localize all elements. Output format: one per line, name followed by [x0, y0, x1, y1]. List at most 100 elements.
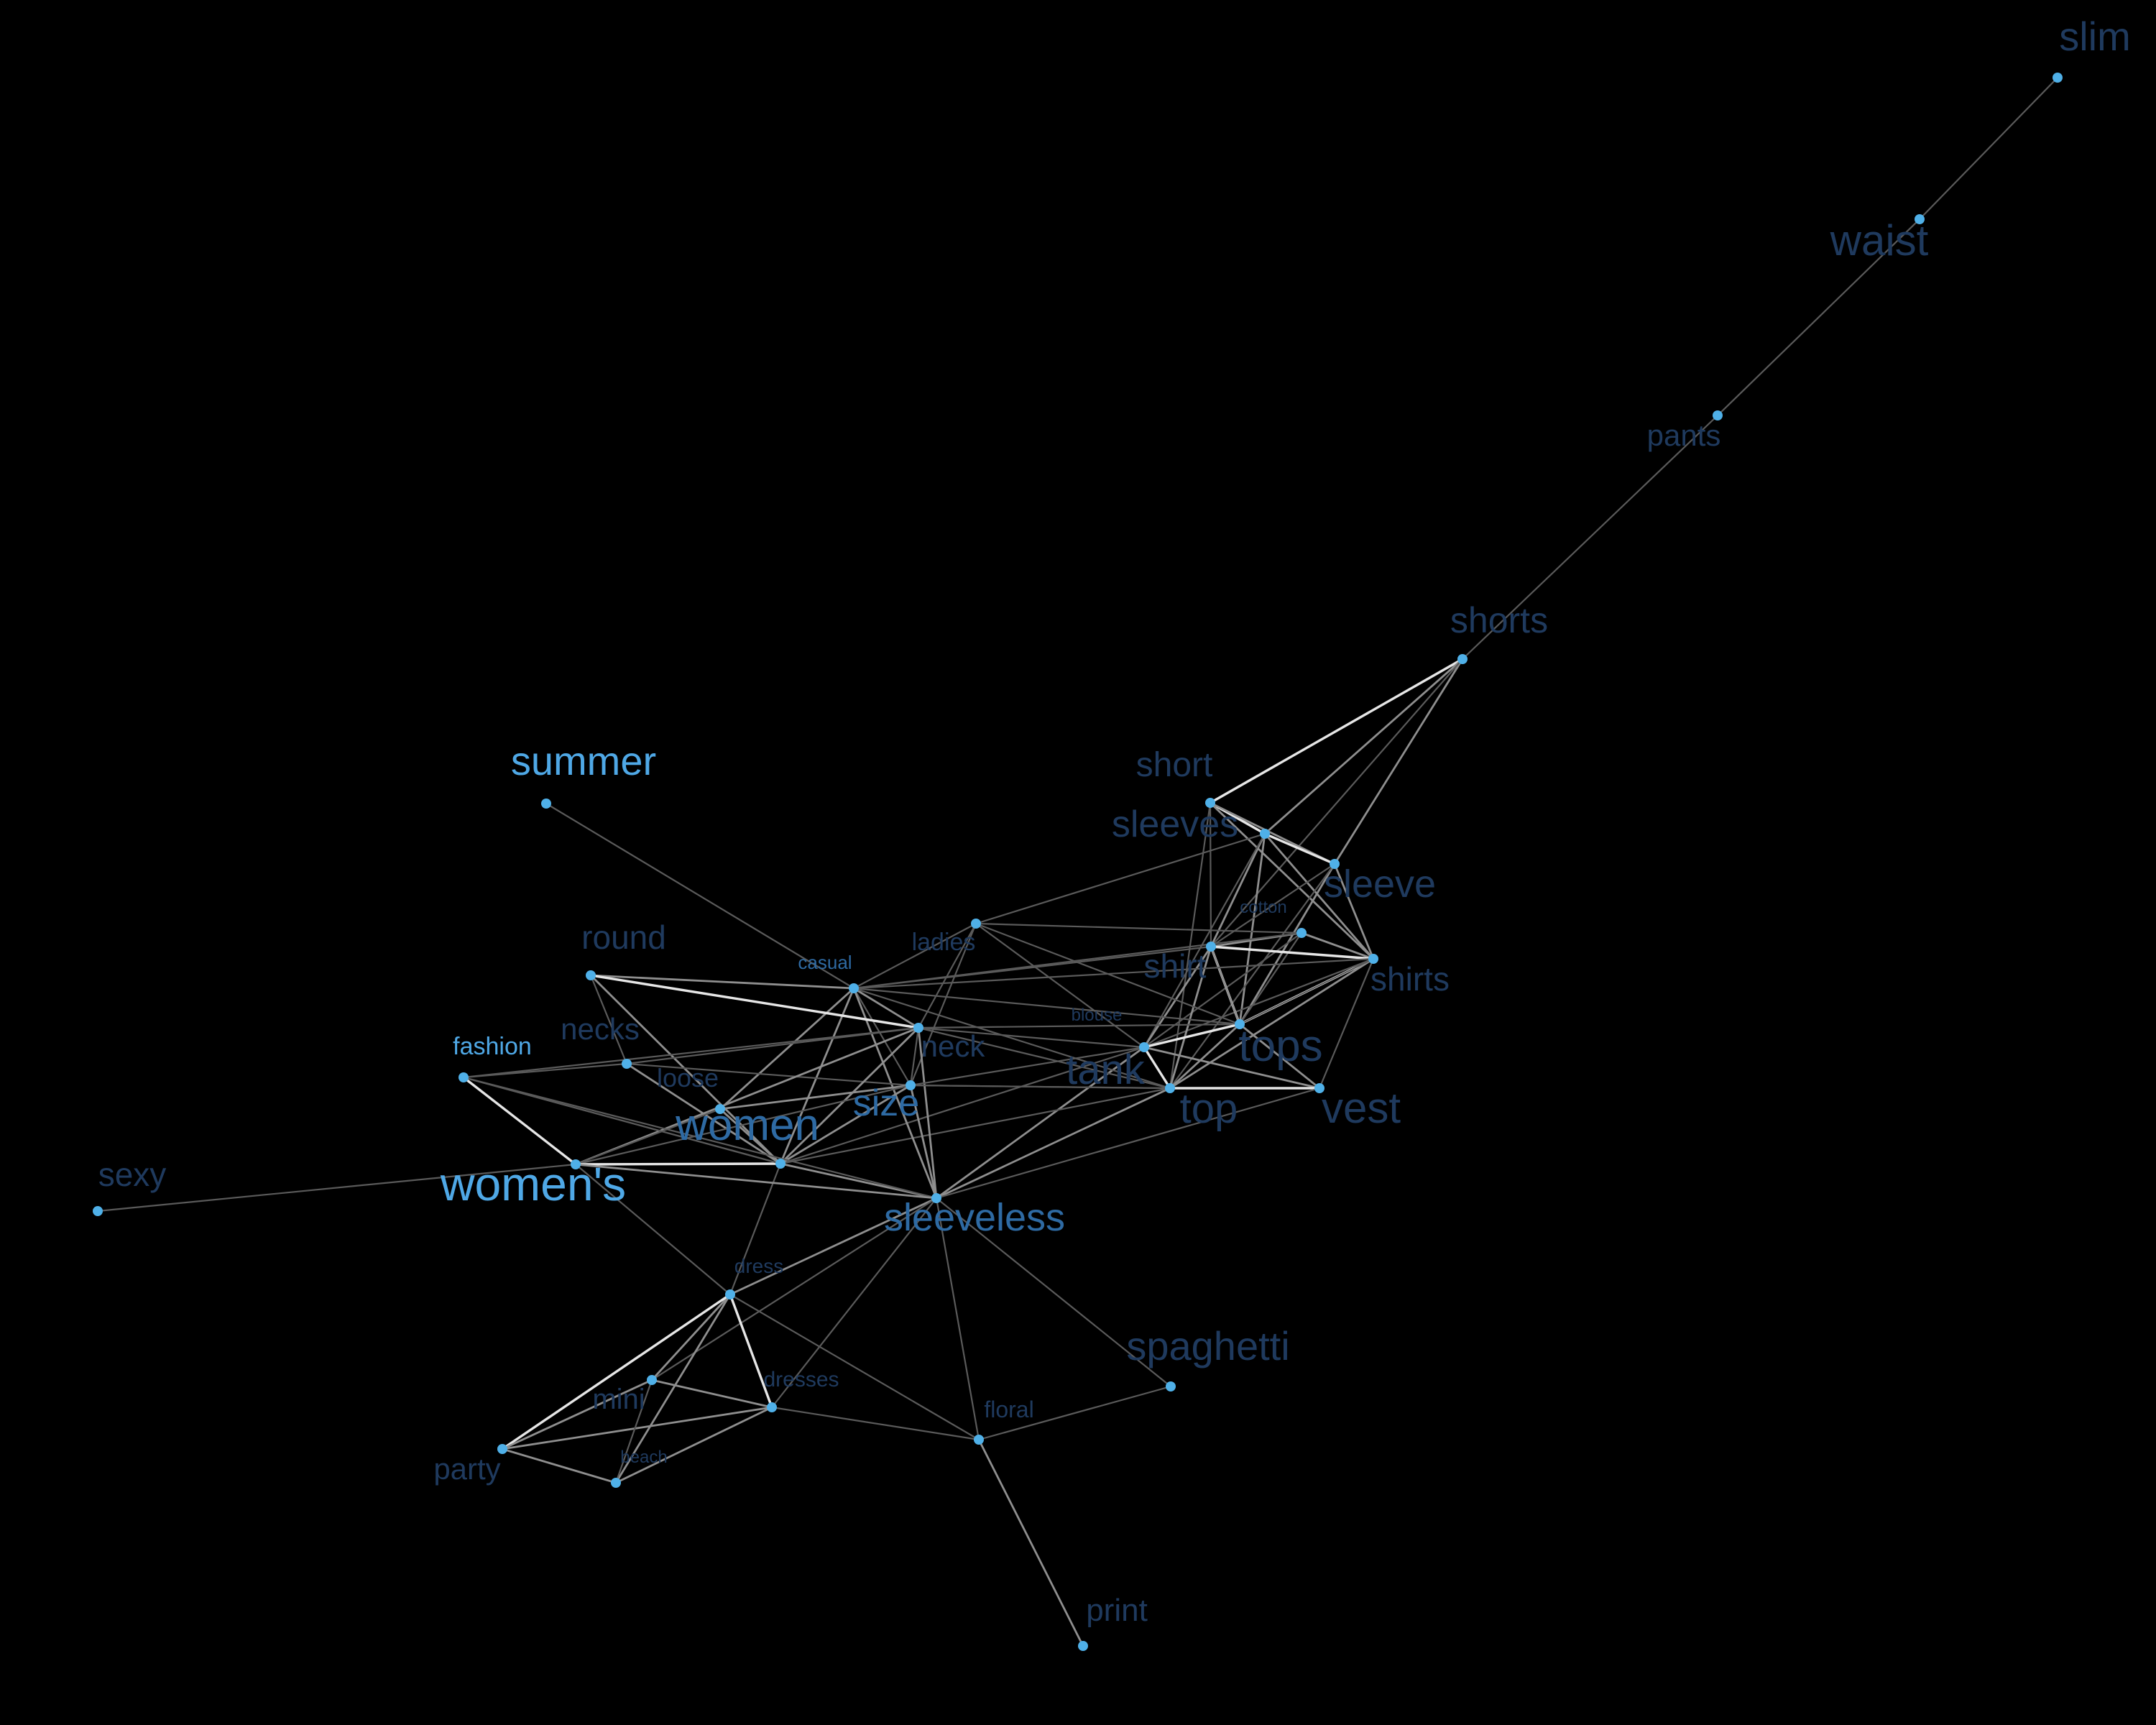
node-ladies[interactable]	[971, 919, 981, 929]
edge-cotton-tops	[1238, 932, 1303, 1026]
edge-sleeves-shirt	[1210, 832, 1266, 948]
node-label-sleeves: sleeves	[1112, 804, 1238, 845]
edge-neck-size	[909, 1026, 920, 1087]
edge-casual-tops	[852, 987, 1241, 1026]
node-label-cotton: cotton	[1240, 898, 1286, 917]
node-neck[interactable]	[913, 1023, 923, 1033]
node-dresses[interactable]	[767, 1402, 777, 1412]
node-shorts[interactable]	[1457, 654, 1468, 664]
edge-ladies-neck	[917, 922, 977, 1029]
node-layer	[93, 73, 2063, 1651]
node-sleeves[interactable]	[1260, 829, 1270, 839]
node-beach[interactable]	[611, 1478, 621, 1488]
edge-shirts-shirt	[1210, 945, 1375, 960]
edge-women-dress	[729, 1162, 782, 1296]
edge-sleeve-shirt	[1210, 862, 1336, 948]
edge-shirts-top	[1169, 957, 1375, 1090]
node-label-shirt: shirt	[1144, 947, 1207, 985]
node-label-summer: summer	[511, 738, 656, 783]
edge-women-sleeveless	[779, 1162, 938, 1200]
edge-womens-sleeveless	[574, 1163, 938, 1200]
edge-vest-sleeveless	[935, 1087, 1321, 1200]
edge-summer-casual	[545, 802, 855, 990]
node-floral[interactable]	[974, 1435, 984, 1445]
edge-fashion-sleeveless	[462, 1076, 938, 1200]
node-spaghetti[interactable]	[1166, 1381, 1176, 1392]
edge-size-sleeveless	[909, 1084, 938, 1200]
node-necks[interactable]	[622, 1059, 632, 1069]
node-loose[interactable]	[715, 1104, 725, 1114]
edge-shorts-sleeve	[1333, 658, 1464, 865]
edge-fashion-women	[462, 1076, 782, 1165]
node-round[interactable]	[586, 970, 596, 980]
node-blouse[interactable]	[1235, 1019, 1245, 1029]
edge-tops-vest	[1238, 1023, 1321, 1090]
node-slim[interactable]	[2053, 73, 2063, 83]
node-label-shirts: shirts	[1370, 960, 1450, 998]
node-label-mini: mini	[592, 1384, 645, 1415]
node-label-dress: dress	[734, 1255, 783, 1277]
node-print[interactable]	[1078, 1641, 1088, 1651]
edge-loose-womens	[574, 1108, 722, 1166]
node-dress[interactable]	[725, 1289, 735, 1300]
edge-blouse-neck	[917, 1023, 1241, 1029]
node-sleeveless[interactable]	[931, 1193, 941, 1203]
node-party[interactable]	[497, 1444, 507, 1454]
edge-casual-cotton	[852, 932, 1303, 990]
node-pants[interactable]	[1713, 410, 1723, 420]
node-label-sleeveless: sleeveless	[884, 1196, 1065, 1239]
edge-round-women	[589, 974, 782, 1165]
node-women[interactable]	[775, 1159, 786, 1169]
edge-cotton-shirts	[1300, 932, 1375, 960]
node-fashion[interactable]	[459, 1072, 469, 1082]
edge-top-sleeveless	[935, 1087, 1171, 1200]
edge-tops-top	[1169, 1023, 1241, 1090]
edge-shirt-tank	[1143, 945, 1212, 1049]
node-label-fashion: fashion	[453, 1033, 532, 1060]
edge-sleeve-shirts	[1333, 862, 1375, 960]
node-label-neck: neck	[921, 1029, 986, 1063]
edge-shirts-vest	[1318, 957, 1375, 1090]
edge-casual-neck	[852, 987, 920, 1029]
edge-dress-mini	[650, 1293, 732, 1381]
node-shirts[interactable]	[1368, 954, 1378, 964]
node-label-sexy: sexy	[98, 1156, 167, 1193]
node-short[interactable]	[1205, 798, 1215, 808]
node-vest[interactable]	[1314, 1083, 1325, 1093]
edge-casual-size	[852, 987, 912, 1087]
edge-neck-sleeveless	[917, 1026, 938, 1200]
node-summer[interactable]	[541, 799, 551, 809]
edge-pants-shorts	[1461, 414, 1719, 661]
edge-neck-womens	[574, 1026, 920, 1166]
node-label-blouse: blouse	[1072, 1006, 1123, 1025]
edge-sleeves-sleeve	[1263, 832, 1336, 865]
edge-neck-top	[917, 1026, 1171, 1090]
node-tank[interactable]	[1139, 1042, 1149, 1052]
node-size[interactable]	[906, 1080, 916, 1090]
node-label-size: size	[853, 1082, 919, 1124]
edge-round-neck	[589, 974, 920, 1029]
node-mini[interactable]	[647, 1375, 657, 1385]
edge-dress-floral	[729, 1293, 980, 1441]
node-shirt[interactable]	[1206, 942, 1216, 952]
node-label-ladies: ladies	[912, 929, 976, 956]
node-sleeve[interactable]	[1330, 859, 1340, 869]
edge-shirt-top	[1169, 945, 1212, 1090]
node-sexy[interactable]	[93, 1206, 103, 1216]
edge-short-shirts	[1209, 801, 1375, 960]
edge-sleeveless-dresses	[770, 1197, 938, 1409]
edge-top-women	[779, 1087, 1171, 1165]
node-top[interactable]	[1165, 1083, 1175, 1093]
edge-casual-loose	[719, 987, 855, 1110]
node-waist[interactable]	[1915, 214, 1925, 224]
node-womens[interactable]	[571, 1159, 581, 1169]
node-casual[interactable]	[849, 983, 859, 993]
edge-tank-neck	[917, 1026, 1146, 1049]
edge-neck-fashion	[462, 1026, 920, 1079]
edge-size-women	[779, 1084, 912, 1165]
edge-womens-sexy	[96, 1163, 577, 1213]
edge-ladies-casual	[852, 922, 977, 990]
node-label-necks: necks	[561, 1012, 640, 1046]
node-cotton[interactable]	[1296, 928, 1307, 938]
